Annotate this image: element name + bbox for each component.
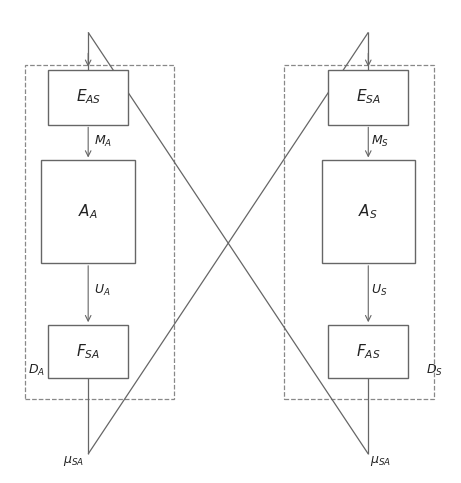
Text: $\mu_{SA}$: $\mu_{SA}$ bbox=[63, 454, 84, 468]
Bar bbox=[41, 160, 135, 263]
Text: $F_{SA}$: $F_{SA}$ bbox=[76, 342, 100, 361]
Text: $E_{SA}$: $E_{SA}$ bbox=[356, 88, 381, 106]
Bar bbox=[284, 65, 434, 399]
Text: $D_S$: $D_S$ bbox=[426, 363, 443, 378]
Bar bbox=[328, 70, 408, 125]
Text: $F_{AS}$: $F_{AS}$ bbox=[356, 342, 380, 361]
Text: $\mu_{SA}$: $\mu_{SA}$ bbox=[370, 454, 391, 468]
Text: $A_S$: $A_S$ bbox=[359, 202, 378, 221]
Text: $M_S$: $M_S$ bbox=[371, 134, 389, 149]
Bar bbox=[48, 70, 128, 125]
Text: $E_{AS}$: $E_{AS}$ bbox=[76, 88, 101, 106]
Bar bbox=[322, 160, 415, 263]
Text: $U_A$: $U_A$ bbox=[94, 283, 110, 298]
Text: $M_A$: $M_A$ bbox=[94, 134, 112, 149]
Text: $D_A$: $D_A$ bbox=[28, 363, 45, 378]
Bar bbox=[48, 325, 128, 378]
Text: $A_A$: $A_A$ bbox=[78, 202, 98, 221]
Bar bbox=[24, 65, 174, 399]
Bar bbox=[328, 325, 408, 378]
Text: $U_S$: $U_S$ bbox=[371, 283, 387, 298]
